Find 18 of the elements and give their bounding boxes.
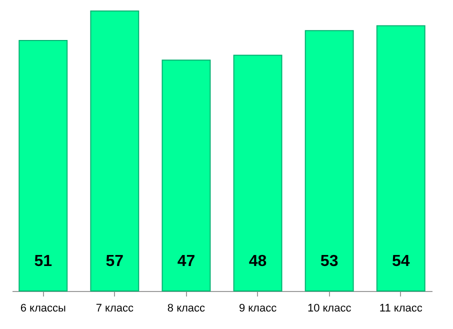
bar (90, 10, 140, 292)
x-tick-label: 8 класс (167, 302, 206, 314)
bar (18, 40, 68, 292)
data-label: 47 (177, 253, 196, 270)
data-label: 54 (392, 253, 410, 270)
bar (376, 25, 426, 292)
x-tick-label: 6 классы (20, 302, 66, 314)
data-label: 48 (248, 253, 267, 270)
x-tick-label: 7 класс (96, 302, 134, 314)
x-tick-label: 11 класс (379, 302, 423, 314)
data-label: 51 (34, 253, 52, 270)
x-tick-label: 9 класс (238, 302, 278, 314)
data-label: 57 (106, 253, 124, 270)
bar (233, 54, 282, 292)
data-label: 53 (320, 253, 338, 270)
x-tick-label: 10 класс (307, 302, 352, 314)
bar (162, 60, 211, 292)
bar (304, 30, 354, 292)
